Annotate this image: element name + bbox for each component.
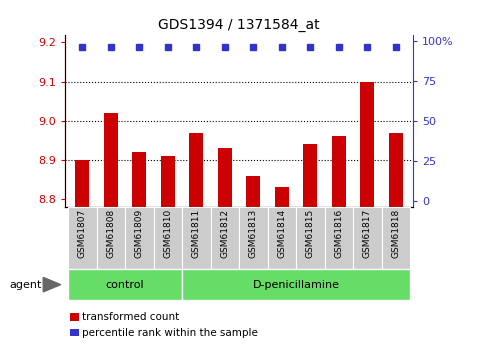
Text: D-penicillamine: D-penicillamine: [253, 280, 340, 289]
Bar: [382, 207, 410, 269]
Text: GSM61812: GSM61812: [220, 209, 229, 258]
Bar: [325, 207, 353, 269]
Text: transformed count: transformed count: [82, 312, 179, 322]
Bar: [268, 207, 296, 269]
Bar: [154, 207, 182, 269]
Bar: [189, 132, 203, 207]
Bar: [68, 269, 182, 300]
Text: control: control: [106, 280, 144, 289]
Bar: [182, 269, 410, 300]
Text: GSM61809: GSM61809: [135, 209, 144, 258]
Bar: [104, 113, 118, 207]
Bar: [353, 207, 382, 269]
Bar: [68, 207, 97, 269]
Bar: [275, 187, 289, 207]
Bar: [125, 207, 154, 269]
Text: GSM61816: GSM61816: [334, 209, 343, 258]
Text: GSM61815: GSM61815: [306, 209, 315, 258]
Bar: [389, 132, 403, 207]
Text: agent: agent: [10, 280, 42, 289]
Bar: [332, 136, 346, 207]
Bar: [360, 81, 374, 207]
Bar: [97, 207, 125, 269]
Bar: [182, 207, 211, 269]
Title: GDS1394 / 1371584_at: GDS1394 / 1371584_at: [158, 18, 320, 32]
Bar: [161, 156, 175, 207]
Bar: [303, 144, 317, 207]
Bar: [218, 148, 232, 207]
Bar: [296, 207, 325, 269]
Text: GSM61818: GSM61818: [391, 209, 400, 258]
Text: GSM61817: GSM61817: [363, 209, 372, 258]
Text: GSM61813: GSM61813: [249, 209, 258, 258]
Bar: [75, 160, 89, 207]
Text: GSM61814: GSM61814: [277, 209, 286, 258]
Text: GSM61807: GSM61807: [78, 209, 87, 258]
Bar: [246, 176, 260, 207]
Bar: [132, 152, 146, 207]
Text: percentile rank within the sample: percentile rank within the sample: [82, 328, 258, 337]
Bar: [239, 207, 268, 269]
Text: GSM61811: GSM61811: [192, 209, 201, 258]
Polygon shape: [43, 277, 61, 292]
Text: GSM61810: GSM61810: [163, 209, 172, 258]
Text: GSM61808: GSM61808: [106, 209, 115, 258]
Bar: [211, 207, 239, 269]
